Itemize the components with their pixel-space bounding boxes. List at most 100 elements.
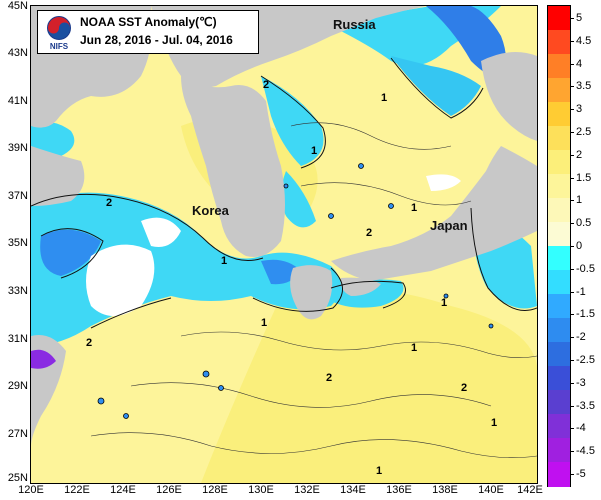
- eddy-markers: [97, 163, 494, 419]
- svg-text:NIFS: NIFS: [50, 42, 69, 51]
- nodata-patch: [426, 174, 461, 191]
- colorbar-segment: [548, 198, 570, 223]
- lat-label: 39N: [7, 142, 28, 154]
- land-china-south: [31, 146, 85, 206]
- colorbar-segment: [548, 78, 570, 103]
- colorbar-tickmark: [570, 246, 574, 247]
- colorbar: [547, 5, 571, 487]
- eddy-marker: [97, 397, 105, 405]
- contour-label: 2: [106, 197, 112, 209]
- place-label-japan: Japan: [430, 218, 468, 233]
- colorbar-tick-label: 2.5: [576, 126, 592, 138]
- contour-label: 2: [461, 382, 467, 394]
- contour-line: [470, 207, 537, 311]
- eddy-marker: [388, 203, 394, 209]
- lat-label: 45N: [7, 0, 28, 12]
- contour-line-thin: [180, 331, 537, 358]
- colorbar-tickmark: [570, 86, 574, 88]
- lat-label: 25N: [7, 472, 28, 484]
- lat-label: 37N: [7, 190, 28, 202]
- lon-label: 138E: [432, 484, 458, 496]
- contour-label: 1: [376, 465, 382, 477]
- colorbar-tick-label: -3.5: [576, 399, 595, 412]
- colorbar-tick-label: 1: [576, 194, 583, 207]
- eddy-marker: [488, 323, 494, 329]
- contour-label: 1: [441, 297, 447, 309]
- map-date-range: Jun 28, 2016 - Jul. 04, 2016: [80, 33, 233, 47]
- colorbar-tickmark: [570, 337, 574, 339]
- lon-label: 128E: [202, 484, 228, 496]
- eddy-marker: [328, 213, 334, 219]
- colorbar-segment: [548, 414, 570, 439]
- colorbar-segment: [548, 318, 570, 343]
- cool-anomaly-ne: [391, 56, 481, 116]
- eddy-marker: [443, 293, 449, 299]
- colorbar-segment: [548, 126, 570, 151]
- colorbar-tickmark: [570, 200, 574, 202]
- colorbar-segment: [548, 30, 570, 55]
- contour-label: 1: [311, 145, 317, 157]
- colorbar-tick-label: 0: [576, 240, 583, 252]
- contour-label: 2: [263, 79, 269, 91]
- sst-map: 2 1 2 1 2 1 1 2 1 1 2 1 1 2 1: [30, 5, 538, 484]
- contour-label: 2: [326, 372, 332, 384]
- land-japan-shikoku: [340, 277, 381, 296]
- colorbar-segment: [548, 102, 570, 127]
- colorbar-segment: [548, 270, 570, 295]
- contour-line: [390, 57, 484, 119]
- contour-label: 1: [411, 202, 417, 214]
- colorbar-tickmark: [570, 18, 574, 19]
- eddy-marker: [123, 413, 129, 419]
- lon-label: 134E: [340, 484, 366, 496]
- lat-label: 33N: [7, 285, 28, 297]
- contour-label: 2: [366, 227, 372, 239]
- eddy-marker: [202, 370, 210, 378]
- lat-label: 43N: [7, 47, 28, 59]
- colorbar-tickmark: [570, 474, 574, 475]
- colorbar-tickmark: [570, 291, 574, 293]
- sst-map-canvas: 2 1 2 1 2 1 1 2 1 1 2 1 1 2 1: [31, 6, 537, 483]
- colorbar-segment: [548, 174, 570, 199]
- colorbar-tick-label: 3.5: [576, 80, 592, 93]
- lon-label: 136E: [386, 484, 412, 496]
- colorbar-tickmark: [570, 132, 574, 133]
- lat-label: 31N: [7, 333, 28, 345]
- colorbar-tick-label: -3: [576, 376, 586, 389]
- colorbar-tickmark: [570, 314, 574, 316]
- colorbar-segment: [548, 342, 570, 367]
- colorbar-tickmark: [570, 223, 574, 225]
- colorbar-tickmark: [570, 360, 574, 361]
- map-title-box: NIFS NOAA SST Anomaly(℃) Jun 28, 2016 - …: [37, 10, 259, 54]
- contour-line: [260, 75, 326, 169]
- contour-label: 1: [411, 342, 417, 354]
- lon-label: 126E: [156, 484, 182, 496]
- contour-label: 1: [491, 417, 497, 429]
- contour-label: 1: [261, 317, 267, 329]
- eddy-marker: [218, 385, 224, 391]
- contour-lines-thin: [90, 122, 537, 458]
- land-japan-hokkaido: [481, 52, 537, 141]
- colorbar-tick-label: 2: [576, 148, 583, 161]
- contour-number-labels: 2 1 2 1 2 1 1 2 1 1 2 1 1 2 1: [86, 79, 497, 477]
- contour-line: [90, 297, 172, 329]
- contour-label: 1: [381, 92, 387, 104]
- colorbar-tick-label: 0.5: [576, 217, 592, 230]
- cool-anomaly-korea-east: [261, 76, 324, 166]
- land-japan-honshu: [331, 146, 537, 281]
- land-korea: [181, 76, 285, 257]
- colorbar-segment: [548, 462, 570, 487]
- eddy-marker: [358, 163, 364, 169]
- colorbar-segment: [548, 150, 570, 175]
- colorbar-tickmark: [570, 154, 574, 156]
- colorbar-tick-label: -5: [576, 468, 586, 480]
- colorbar-tick-label: 3: [576, 103, 583, 116]
- nodata-patch: [86, 244, 155, 316]
- contour-line: [330, 280, 406, 309]
- colorbar-tick-label: 4.5: [576, 34, 592, 47]
- colorbar-tick-label: -4: [576, 422, 586, 435]
- colorbar-tickmark: [570, 451, 574, 453]
- lat-label: 35N: [7, 237, 28, 249]
- cold-anomaly-yellow-sea: [40, 229, 101, 276]
- colorbar-segment: [548, 294, 570, 319]
- colorbar-tick-label: -4.5: [576, 445, 595, 458]
